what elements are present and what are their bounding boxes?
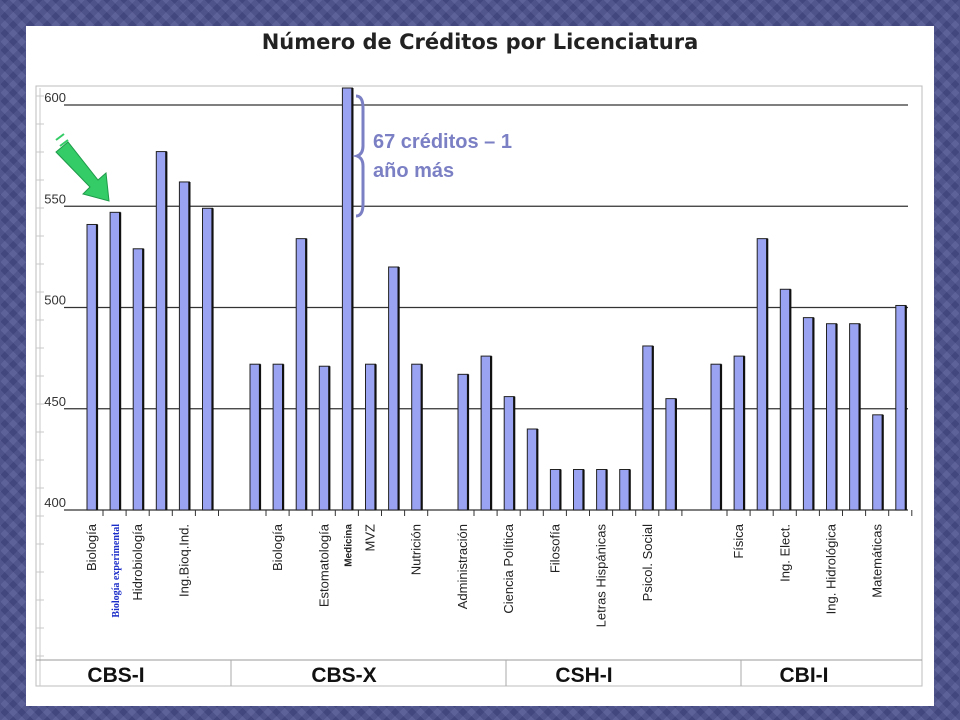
bar	[86, 223, 98, 511]
bar	[849, 323, 861, 511]
y-tick-label: 500	[44, 293, 66, 308]
group-label: CBS-I	[87, 664, 144, 687]
bar	[341, 87, 353, 511]
y-tick-label: 600	[44, 90, 66, 105]
x-tick-label: Ing.Bioq.Ind.	[176, 524, 191, 597]
bar	[411, 363, 423, 511]
bar	[756, 238, 768, 511]
bar	[503, 396, 515, 511]
bar	[665, 398, 677, 511]
bar	[109, 211, 121, 511]
arrow-trail	[59, 139, 69, 147]
bar	[132, 248, 144, 511]
bar	[733, 355, 745, 511]
bar	[249, 363, 261, 511]
bar	[573, 469, 584, 511]
bar	[318, 365, 330, 511]
x-tick-label: Administración	[455, 524, 470, 609]
bar	[272, 363, 284, 511]
annotation-line2: año más	[373, 160, 454, 182]
bar	[365, 363, 376, 511]
arrow-trail	[55, 133, 65, 141]
bar-chart: 400 450 500 550 600 Biología Biología experim…	[35, 85, 923, 687]
annotation-line1: 67 créditos – 1	[373, 131, 512, 153]
bar	[295, 238, 307, 511]
bar	[802, 317, 814, 511]
group-label: CBS-X	[311, 664, 376, 687]
x-tick-label: Matemáticas	[870, 524, 885, 598]
x-tick-label: Filosofía	[547, 523, 562, 573]
brace	[352, 94, 365, 218]
plot-frame	[35, 85, 923, 687]
x-tick-label: MVZ	[363, 524, 378, 552]
x-tick-label: Medicina	[343, 524, 354, 567]
bar	[480, 355, 492, 511]
x-tick-label: Hidrobiología	[130, 523, 145, 600]
bar	[710, 363, 722, 511]
x-tick-label: Letras Hispánicas	[594, 524, 609, 628]
bar	[549, 469, 561, 511]
x-tick-label: Biología	[270, 523, 285, 571]
x-tick-label: Biología	[84, 523, 99, 571]
chart-title: Número de Créditos por Licenciatura	[261, 30, 699, 54]
bar	[596, 469, 608, 511]
bar	[779, 288, 791, 511]
bar	[826, 323, 837, 511]
bar	[642, 345, 654, 511]
group-label: CBI-I	[780, 664, 829, 687]
x-tick-label: Ing. Hidrológica	[824, 523, 839, 614]
y-tick-label: 400	[44, 495, 66, 510]
bar	[526, 428, 538, 511]
bar	[155, 151, 167, 511]
bar	[178, 181, 190, 511]
arrow-icon	[55, 141, 110, 202]
x-tick-label: Nutrición	[409, 524, 424, 575]
x-tick-label: Física	[731, 523, 746, 558]
bar	[202, 207, 213, 511]
bar	[895, 304, 907, 511]
group-label: CSH-I	[555, 664, 612, 687]
slide: Número de Créditos por Licenciatura 400 4…	[26, 26, 934, 706]
x-tick-label: Psicol. Social	[640, 524, 655, 601]
y-tick-label: 450	[44, 394, 66, 409]
bar	[872, 414, 884, 511]
y-tick-label: 550	[44, 191, 66, 206]
bar	[388, 266, 400, 511]
x-tick-label: Estomatología	[316, 523, 331, 607]
bar	[457, 373, 469, 511]
x-tick-label: Ciencia Política	[501, 523, 516, 613]
x-tick-label: Ing. Elect.	[777, 524, 792, 582]
x-tick-label: Biología experimental	[111, 524, 122, 618]
bar	[619, 469, 631, 511]
